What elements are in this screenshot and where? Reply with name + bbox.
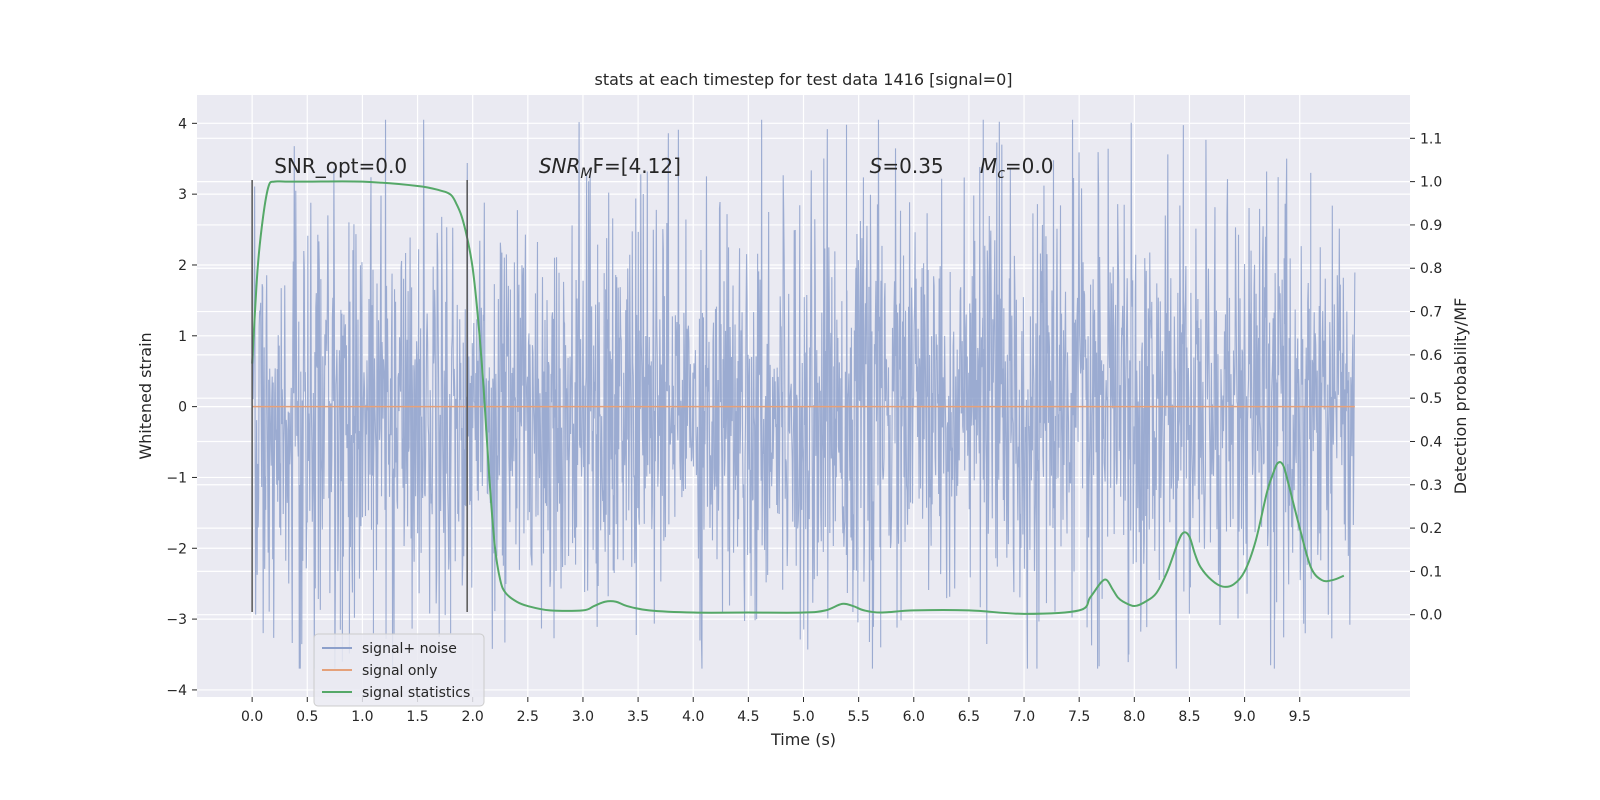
y2-tick-label: 0.3 xyxy=(1420,478,1442,494)
x-tick-label: 1.0 xyxy=(351,709,373,725)
series-signal-plus-noise xyxy=(251,119,1356,669)
y2-tick-label: 0.4 xyxy=(1420,434,1442,450)
x-tick-label: 4.0 xyxy=(682,709,704,725)
y-tick-label: 2 xyxy=(178,258,187,274)
x-axis-ticks: 0.0 0.5 1.0 1.5 2.0 2.5 3.0 3.5 4.0 4.5 5.0 5.5 6.0 6… xyxy=(241,697,1311,725)
y2-tick-label: 0.8 xyxy=(1420,261,1442,277)
y2-tick-label: 0.5 xyxy=(1420,391,1442,407)
y-tick-label: 0 xyxy=(178,400,187,416)
annotation-text: Mc=0.0 xyxy=(980,154,1054,182)
y2-tick-label: 0.0 xyxy=(1420,608,1442,624)
x-tick-label: 6.5 xyxy=(958,709,980,725)
y2-tick-label: 1.0 xyxy=(1420,175,1442,191)
vertical-markers xyxy=(251,179,468,613)
annotation-text: SNRMF=[4.12] xyxy=(539,154,681,182)
x-tick-label: 5.5 xyxy=(848,709,870,725)
y-axis-label: Whitened strain xyxy=(136,332,155,459)
legend-box xyxy=(313,633,485,707)
y2-tick-label: 0.6 xyxy=(1420,348,1442,364)
annotation-text: SNR_opt=0.0 xyxy=(274,154,407,178)
y-tick-label: −2 xyxy=(166,541,187,557)
x-tick-label: 7.0 xyxy=(1013,709,1035,725)
legend: signal+ noise signal only signal statistic… xyxy=(313,633,485,707)
x-tick-label: 1.5 xyxy=(406,709,428,725)
y-axis-ticks: −4 −3 −2 −1 0 1 2 3 4 xyxy=(166,116,197,699)
annotations: SNR_opt=0.0 SNRMF=[4.12] S=0.35 Mc=0.0 xyxy=(274,154,1053,182)
y-tick-label: 4 xyxy=(178,116,187,132)
x-tick-label: 9.0 xyxy=(1233,709,1255,725)
x-tick-label: 0.5 xyxy=(296,709,318,725)
x-tick-label: 6.0 xyxy=(903,709,925,725)
y2-tick-label: 1.1 xyxy=(1420,131,1442,147)
x-tick-label: 3.5 xyxy=(627,709,649,725)
x-tick-label: 7.5 xyxy=(1068,709,1090,725)
x-tick-label: 8.0 xyxy=(1123,709,1145,725)
series-layer xyxy=(251,119,1356,669)
x-tick-label: 3.0 xyxy=(572,709,594,725)
y-tick-label: −4 xyxy=(166,683,187,699)
y2-axis-ticks: 0.0 0.1 0.2 0.3 0.4 0.5 0.6 0.7 0.8 0.9 1.0 1.1 xyxy=(1410,131,1442,624)
x-tick-label: 8.5 xyxy=(1178,709,1200,725)
y2-tick-label: 0.9 xyxy=(1420,218,1442,234)
x-tick-label: 4.5 xyxy=(737,709,759,725)
y2-tick-label: 0.7 xyxy=(1420,305,1442,321)
y-tick-label: −3 xyxy=(166,612,187,628)
series-signal-statistics xyxy=(251,180,1345,615)
x-tick-label: 2.0 xyxy=(462,709,484,725)
y2-tick-label: 0.1 xyxy=(1420,564,1442,580)
y2-axis-label: Detection probability/MF xyxy=(1451,298,1470,495)
y-tick-label: 3 xyxy=(178,187,187,203)
y2-tick-label: 0.2 xyxy=(1420,521,1442,537)
x-tick-label: 0.0 xyxy=(241,709,263,725)
annotation-text: S=0.35 xyxy=(870,154,944,178)
chart-title: stats at each timestep for test data 141… xyxy=(594,70,1012,89)
x-tick-label: 9.5 xyxy=(1289,709,1311,725)
y-tick-label: −1 xyxy=(166,470,187,486)
x-axis-label: Time (s) xyxy=(770,730,836,749)
y-tick-label: 1 xyxy=(178,329,187,345)
legend-entry: signal statistics xyxy=(362,685,470,701)
legend-entry: signal+ noise xyxy=(362,641,457,657)
legend-entry: signal only xyxy=(362,663,437,679)
x-tick-label: 5.0 xyxy=(792,709,814,725)
x-tick-label: 2.5 xyxy=(517,709,539,725)
